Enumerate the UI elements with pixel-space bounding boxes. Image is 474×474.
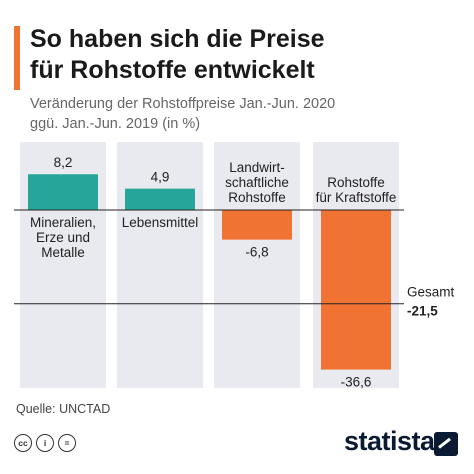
data-label: -6,8 bbox=[245, 245, 268, 260]
data-label: 4,9 bbox=[151, 170, 170, 185]
chart-subtitle: Veränderung der Rohstoffpreise Jan.-Jun.… bbox=[30, 94, 450, 134]
subtitle-line-1: Veränderung der Rohstoffpreise Jan.-Jun.… bbox=[30, 96, 336, 112]
column-background bbox=[214, 142, 300, 388]
title-line-2: für Rohstoffe entwickelt bbox=[30, 56, 315, 84]
statista-logo-mark-icon bbox=[434, 432, 458, 456]
statista-logo[interactable]: statista bbox=[344, 426, 435, 456]
info-icon[interactable]: i bbox=[36, 434, 54, 452]
category-label: Metalle bbox=[41, 245, 85, 260]
category-label: Lebensmittel bbox=[122, 215, 199, 230]
bar bbox=[222, 210, 292, 240]
license-icons: cc i = bbox=[14, 434, 76, 452]
category-label: Rohstoffe bbox=[228, 190, 286, 205]
reference-line-label: Gesamt bbox=[407, 285, 455, 300]
source-note: Quelle: UNCTAD bbox=[16, 402, 111, 416]
category-label: Erze und bbox=[36, 230, 90, 245]
title-accent-bar bbox=[14, 26, 20, 90]
creative-commons-icon[interactable]: cc bbox=[14, 434, 32, 452]
data-label: 8,2 bbox=[54, 155, 73, 170]
column-background bbox=[117, 142, 203, 388]
bar bbox=[125, 188, 195, 210]
category-label: Mineralien, bbox=[30, 215, 96, 230]
title-line-1: So haben sich die Preise bbox=[30, 25, 325, 53]
category-label: schaftliche bbox=[225, 175, 289, 190]
reference-line-value: -21,5 bbox=[407, 304, 438, 319]
data-label: -36,6 bbox=[341, 375, 372, 390]
category-label: für Kraftstoffe bbox=[316, 190, 397, 205]
bar bbox=[321, 210, 391, 370]
bar bbox=[28, 174, 98, 210]
subtitle-line-2: ggü. Jan.-Jun. 2019 (in %) bbox=[30, 116, 201, 132]
equals-icon[interactable]: = bbox=[58, 434, 76, 452]
category-label: Rohstoffe bbox=[327, 175, 385, 190]
category-label: Landwirt- bbox=[229, 160, 285, 175]
chart-title: So haben sich die Preise für Rohstoffe e… bbox=[30, 24, 460, 86]
